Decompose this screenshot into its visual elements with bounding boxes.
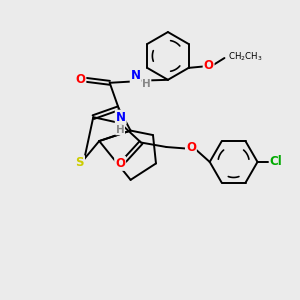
Text: O: O [186,141,196,154]
Text: O: O [115,157,125,170]
Text: Cl: Cl [270,155,282,168]
Text: N: N [131,69,141,82]
Text: H: H [116,125,124,135]
Text: S: S [76,156,84,169]
Text: $\mathsf{CH_2CH_3}$: $\mathsf{CH_2CH_3}$ [228,51,262,63]
Text: H: H [142,79,151,89]
Text: O: O [75,73,85,86]
Text: O: O [204,59,214,72]
Text: N: N [116,111,126,124]
